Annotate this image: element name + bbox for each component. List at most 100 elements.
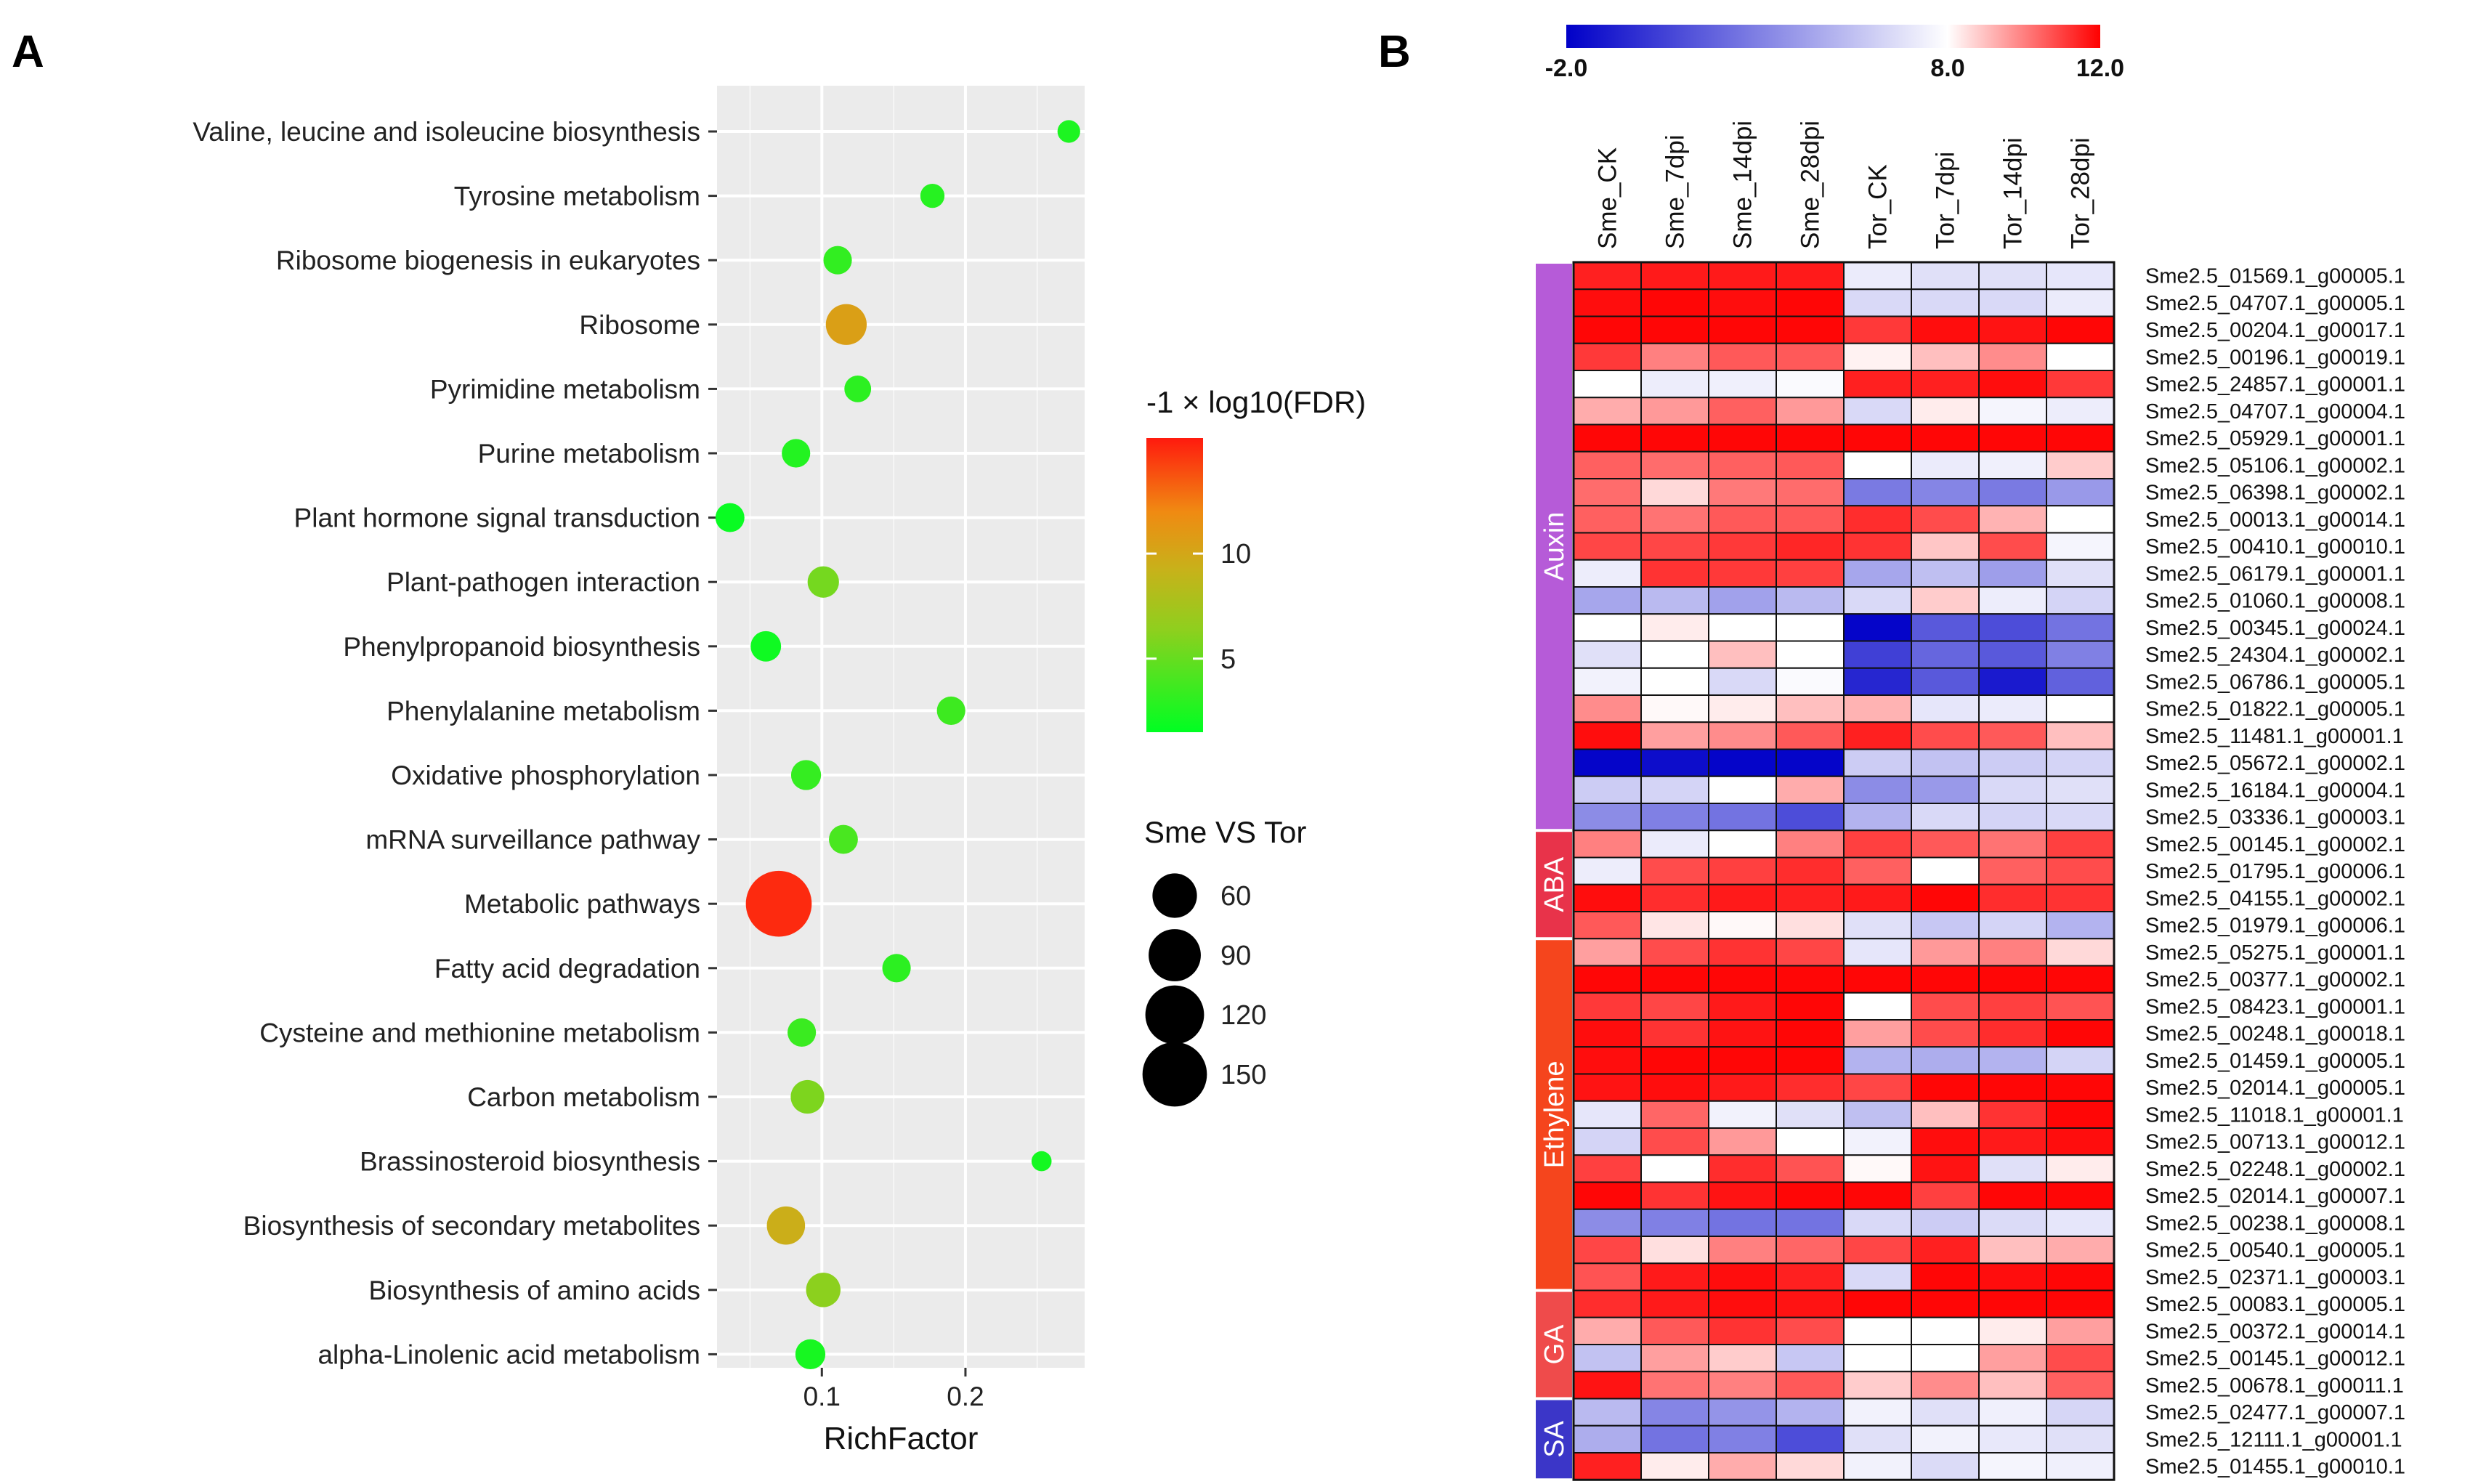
heatmap-cell <box>1573 1316 1642 1345</box>
column-label: Sme_14dpi <box>1729 121 1757 249</box>
term-dot <box>790 1079 825 1114</box>
heatmap-cell <box>1911 1100 1980 1129</box>
heatmap-cell <box>1911 1262 1980 1292</box>
heatmap-cell <box>1978 748 2047 777</box>
heatmap-cell <box>2046 1344 2115 1373</box>
gene-label: Sme2.5_00013.1_g00014.1 <box>2145 508 2405 532</box>
size-legend-dot <box>1152 873 1197 918</box>
heatmap-cell <box>1843 938 1912 967</box>
term-label: Tyrosine metabolism <box>454 182 700 211</box>
heatmap-cell <box>2046 370 2115 399</box>
term-dot <box>782 439 811 468</box>
heatmap-cell <box>1640 532 1709 561</box>
x-ticks: 0.1 0.2 <box>803 1368 984 1411</box>
heatmap-cell <box>1573 748 1642 777</box>
heatmap-cell <box>1978 775 2047 804</box>
heatmap-cell <box>2046 1398 2115 1427</box>
heatmap-cell <box>1843 613 1912 642</box>
heatmap-cell <box>1911 1452 1980 1481</box>
heatmap-cell <box>1978 559 2047 588</box>
heatmap-cell <box>1573 1073 1642 1102</box>
heatmap-cell <box>1978 721 2047 750</box>
heatmap-cell <box>1978 450 2047 479</box>
heatmap-cell <box>1978 1208 2047 1237</box>
gene-label: Sme2.5_00540.1_g00005.1 <box>2145 1239 2405 1262</box>
heatmap-cell <box>1776 694 1845 723</box>
gene-label: Sme2.5_01459.1_g00005.1 <box>2145 1050 2405 1073</box>
heatmap-cell <box>1708 1154 1777 1183</box>
heatmap-cell <box>1978 342 2047 371</box>
heatmap-cell <box>1640 1452 1709 1481</box>
heatmap-cell <box>1978 613 2047 642</box>
term-dot <box>790 760 822 790</box>
heatmap-cell <box>1911 1371 1980 1400</box>
gene-label: Sme2.5_05672.1_g00002.1 <box>2145 752 2405 775</box>
heatmap-cell <box>1911 721 1980 750</box>
heatmap-cell <box>1573 667 1642 696</box>
heatmap-cell <box>1776 911 1845 940</box>
heatmap-cell <box>1978 586 2047 615</box>
gene-label: Sme2.5_00678.1_g00011.1 <box>2145 1374 2404 1398</box>
heatmap-cell <box>1573 423 1642 453</box>
heatmap-cell <box>1640 1262 1709 1292</box>
term-dot <box>806 1273 841 1307</box>
term-dot <box>825 304 867 345</box>
heatmap-cell <box>1911 450 1980 479</box>
x-axis-title: RichFactor <box>824 1421 979 1456</box>
heatmap-cell <box>1911 397 1980 426</box>
column-label: Tor_7dpi <box>1932 152 1960 249</box>
term-label: Valine, leucine and isoleucine biosynthe… <box>193 117 700 147</box>
heatmap-cell <box>1708 1344 1777 1373</box>
heatmap-cell <box>1776 721 1845 750</box>
x-tick-label: 0.2 <box>947 1382 984 1411</box>
heatmap-cell <box>1573 1262 1642 1292</box>
heatmap-cell <box>1640 423 1709 453</box>
heatmap-cell <box>1640 1398 1709 1427</box>
heatmap-cell <box>2046 1100 2115 1129</box>
term-label: alpha-Linolenic acid metabolism <box>317 1339 700 1369</box>
heatmap-cell <box>1640 1371 1709 1400</box>
heatmap-cell <box>2046 1127 2115 1156</box>
heatmap-cell <box>2046 1236 2115 1265</box>
heatmap-cell <box>2046 1289 2115 1318</box>
heatmap-cell <box>1843 1046 1912 1075</box>
heatmap-cell <box>1573 288 1642 317</box>
gene-label: Sme2.5_12111.1_g00001.1 <box>2145 1428 2402 1451</box>
gene-label: Sme2.5_00204.1_g00017.1 <box>2145 319 2405 342</box>
term-dot <box>745 870 812 937</box>
heatmap-cell <box>1843 423 1912 453</box>
heatmap-cell <box>1843 640 1912 669</box>
column-label: Sme_28dpi <box>1797 121 1825 249</box>
size-legend-label: 90 <box>1220 941 1251 971</box>
term-label: Ribosome biogenesis in eukaryotes <box>276 246 700 275</box>
heatmap-cell <box>1708 397 1777 426</box>
heatmap-cell <box>1640 694 1709 723</box>
heatmap-cell <box>1708 288 1777 317</box>
heatmap-cell <box>1911 1316 1980 1345</box>
heatmap-cell <box>1776 450 1845 479</box>
heatmap-cell <box>1843 1208 1912 1237</box>
heatmap-cell <box>1776 1154 1845 1183</box>
heatmap-cell <box>1843 721 1912 750</box>
heatmap-cell <box>2046 721 2115 750</box>
size-legend-label: 120 <box>1220 1000 1266 1031</box>
heatmap-cell <box>1978 1100 2047 1129</box>
heatmap-cell <box>1843 478 1912 507</box>
term-dot <box>750 631 782 662</box>
heatmap-cell <box>1708 1236 1777 1265</box>
term-label: Pyrimidine metabolism <box>430 374 700 404</box>
heatmap-cell <box>1776 803 1845 832</box>
heatmap-cell <box>1708 586 1777 615</box>
heatmap-cell <box>1843 1371 1912 1400</box>
heatmap-cell <box>1776 370 1845 399</box>
heatmap-cell <box>1708 450 1777 479</box>
heatmap-cell <box>2046 883 2115 912</box>
group-label: Ethylene <box>1539 1061 1570 1168</box>
heatmap-cell <box>1978 1073 2047 1102</box>
heatmap-cell <box>1640 938 1709 967</box>
heatmap-cell <box>1573 505 1642 534</box>
heatmap-cell <box>1708 261 1777 291</box>
heatmap-cell <box>1573 450 1642 479</box>
heatmap-cell <box>2046 667 2115 696</box>
